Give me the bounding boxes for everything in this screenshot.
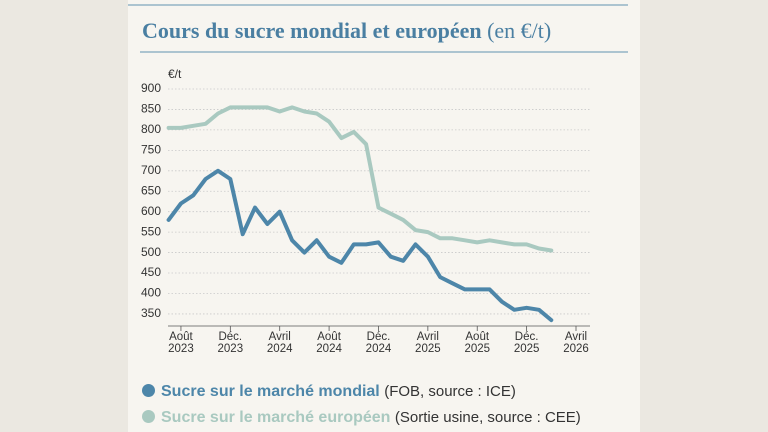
x-tick-label: Déc. 2023 — [217, 331, 244, 355]
chart-title: Cours du sucre mondial et européen (en €… — [142, 18, 551, 44]
x-tick-label: Avril 2026 — [563, 331, 589, 355]
legend-item: Sucre sur le marché mondial (FOB, source… — [142, 383, 516, 401]
y-tick-label: 400 — [141, 286, 161, 300]
y-tick-label: 650 — [141, 183, 161, 197]
legend-item: Sucre sur le marché européen (Sortie usi… — [142, 409, 581, 427]
y-tick-label: 850 — [141, 102, 161, 116]
series-line — [166, 105, 554, 253]
x-tick-label: Août 2025 — [464, 331, 491, 355]
y-tick-label: 600 — [141, 204, 161, 218]
series-line — [166, 168, 554, 323]
x-tick-label: Août 2023 — [168, 331, 194, 355]
x-tick-label: Déc. 2025 — [513, 331, 540, 355]
legend-note: (FOB, source : ICE) — [384, 383, 516, 400]
y-axis-label: €/t — [168, 67, 182, 81]
y-tick-label: 700 — [141, 163, 161, 177]
legend-label: Sucre sur le marché mondial — [161, 383, 380, 400]
title-text: Cours du sucre mondial et européen — [142, 18, 482, 43]
x-tick-label: Avril 2025 — [415, 331, 441, 355]
x-tick-label: Août 2024 — [316, 331, 342, 355]
legend-label: Sucre sur le marché européen — [161, 409, 391, 426]
y-tick-label: 750 — [141, 143, 161, 157]
x-tick-label: Déc. 2024 — [365, 331, 392, 355]
y-tick-label: 500 — [141, 245, 161, 259]
x-tick-label: Avril 2024 — [266, 331, 293, 355]
legend-marker — [142, 410, 155, 423]
y-tick-label: 900 — [141, 81, 161, 95]
title-unit: (en €/t) — [487, 18, 552, 43]
y-tick-label: 800 — [141, 122, 161, 136]
legend-marker — [142, 384, 155, 397]
y-tick-label: 350 — [141, 306, 161, 320]
y-tick-label: 550 — [141, 224, 161, 238]
panel — [128, 0, 640, 432]
legend-note: (Sortie usine, source : CEE) — [394, 409, 581, 426]
y-tick-label: 450 — [141, 265, 161, 279]
